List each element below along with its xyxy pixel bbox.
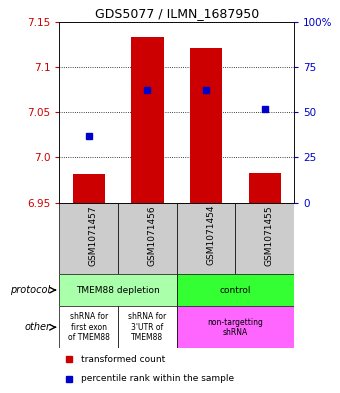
Text: control: control	[220, 286, 251, 295]
Text: shRNA for
first exon
of TMEM88: shRNA for first exon of TMEM88	[68, 312, 110, 342]
Bar	[59, 203, 118, 274]
Text: GSM1071455: GSM1071455	[265, 205, 274, 266]
Text: protocol: protocol	[11, 285, 51, 295]
Bar	[177, 274, 294, 306]
Text: percentile rank within the sample: percentile rank within the sample	[81, 374, 234, 383]
Text: GSM1071454: GSM1071454	[206, 205, 215, 265]
Text: GSM1071456: GSM1071456	[148, 205, 156, 266]
Bar	[177, 306, 294, 348]
Bar	[59, 274, 177, 306]
Title: GDS5077 / ILMN_1687950: GDS5077 / ILMN_1687950	[95, 7, 259, 20]
Text: shRNA for
3'UTR of
TMEM88: shRNA for 3'UTR of TMEM88	[129, 312, 167, 342]
Bar	[249, 173, 281, 203]
Text: TMEM88 depletion: TMEM88 depletion	[76, 286, 160, 295]
Bar	[73, 174, 105, 203]
Text: other: other	[25, 322, 51, 332]
Bar	[118, 203, 177, 274]
Bar	[190, 48, 222, 203]
Bar	[131, 37, 164, 203]
Text: non-targetting
shRNA: non-targetting shRNA	[207, 318, 264, 337]
Bar	[177, 203, 235, 274]
Bar	[59, 306, 118, 348]
Text: GSM1071457: GSM1071457	[89, 205, 98, 266]
Bar	[118, 306, 177, 348]
Bar	[235, 203, 294, 274]
Text: transformed count: transformed count	[81, 354, 165, 364]
